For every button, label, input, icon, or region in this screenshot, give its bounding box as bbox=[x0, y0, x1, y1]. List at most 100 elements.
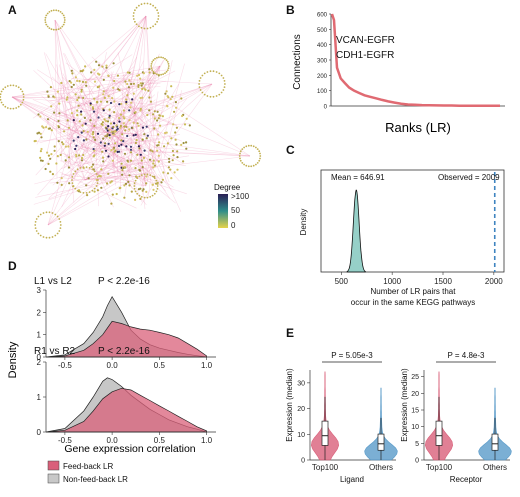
network-node bbox=[113, 111, 115, 113]
c-mean-label: Mean = 646.91 bbox=[331, 173, 385, 182]
e-right-ytick-label: 15 bbox=[411, 408, 419, 415]
network-node bbox=[184, 123, 186, 125]
b-ytick-label: 500 bbox=[317, 28, 328, 34]
network-node bbox=[149, 174, 151, 176]
network-node bbox=[36, 230, 38, 232]
d-xlabel: Gene expression correlation bbox=[64, 443, 195, 455]
network-node bbox=[218, 73, 220, 75]
network-node bbox=[143, 133, 145, 135]
network-node bbox=[76, 99, 78, 101]
network-node bbox=[259, 155, 261, 157]
network-node bbox=[54, 235, 56, 237]
network-node bbox=[81, 89, 83, 91]
network-node bbox=[147, 197, 149, 199]
b-ytick-label: 600 bbox=[317, 13, 328, 19]
network-node bbox=[92, 190, 94, 192]
network-node bbox=[53, 112, 55, 114]
network-node bbox=[118, 145, 120, 147]
network-node bbox=[83, 139, 85, 141]
network-node bbox=[137, 86, 139, 88]
network-node bbox=[134, 199, 136, 201]
c-ylabel: Density bbox=[299, 209, 308, 236]
network-node bbox=[15, 107, 17, 109]
network-node bbox=[104, 145, 106, 147]
network-node bbox=[158, 160, 160, 162]
network-node bbox=[170, 98, 172, 100]
network-node bbox=[0, 93, 2, 95]
network-node bbox=[82, 154, 84, 156]
network-node bbox=[71, 72, 73, 74]
network-node bbox=[93, 69, 95, 71]
network-node bbox=[60, 227, 62, 229]
network-node bbox=[162, 115, 164, 117]
network-node bbox=[109, 115, 111, 117]
network-node bbox=[97, 179, 99, 181]
network-node bbox=[109, 181, 111, 183]
network-node bbox=[46, 91, 48, 93]
network-node bbox=[18, 106, 20, 108]
network-node bbox=[136, 154, 138, 156]
d-top-ytick-label: 3 bbox=[37, 286, 42, 295]
network-node bbox=[114, 131, 116, 133]
network-node bbox=[113, 100, 115, 102]
network-node bbox=[77, 190, 79, 192]
network-node bbox=[116, 193, 118, 195]
network-node bbox=[138, 188, 140, 190]
network-node bbox=[48, 96, 50, 98]
network-node bbox=[39, 115, 41, 117]
network-node bbox=[46, 237, 48, 239]
network-node bbox=[204, 73, 206, 75]
network-node bbox=[257, 162, 259, 164]
network-node bbox=[89, 167, 91, 169]
network-node bbox=[189, 124, 191, 126]
network-node bbox=[36, 132, 38, 134]
network-node bbox=[182, 160, 184, 162]
network-node bbox=[54, 145, 56, 147]
network-node bbox=[4, 106, 6, 108]
b-ytick-label: 300 bbox=[317, 59, 328, 65]
network-node bbox=[42, 160, 44, 162]
network-node bbox=[224, 80, 226, 82]
network-node bbox=[112, 126, 114, 128]
network-node bbox=[157, 12, 159, 14]
network-node bbox=[40, 235, 42, 237]
network-node bbox=[172, 150, 174, 152]
network-node bbox=[167, 69, 169, 71]
network-node bbox=[97, 189, 99, 191]
network-node bbox=[74, 188, 76, 190]
network-node bbox=[158, 56, 160, 58]
network-node bbox=[145, 191, 147, 193]
network-node bbox=[96, 173, 98, 175]
network-node bbox=[110, 122, 112, 124]
network-node bbox=[130, 149, 132, 151]
network-node bbox=[258, 160, 260, 162]
network-node bbox=[134, 111, 136, 113]
network-node bbox=[144, 197, 146, 199]
d-top-xtick-label: 1.0 bbox=[201, 361, 213, 370]
network-node bbox=[141, 174, 143, 176]
network-node bbox=[170, 137, 172, 139]
network-node bbox=[127, 71, 129, 73]
network-node bbox=[210, 70, 212, 72]
d-top-xtick-label: -0.5 bbox=[58, 361, 72, 370]
network-node bbox=[128, 174, 130, 176]
e-right-ytick-label: 20 bbox=[411, 391, 419, 398]
network-node bbox=[130, 151, 132, 153]
c-xlabel-1: Number of LR pairs that bbox=[371, 287, 457, 296]
network-node bbox=[108, 129, 110, 131]
network-edge bbox=[126, 105, 250, 156]
network-node bbox=[156, 191, 158, 193]
network-node bbox=[112, 194, 114, 196]
network-node bbox=[243, 147, 245, 149]
e-right-group-top100: Top100 bbox=[426, 463, 453, 472]
network-node bbox=[71, 86, 73, 88]
network-node bbox=[134, 182, 136, 184]
e-left-xlabel: Ligand bbox=[340, 475, 364, 484]
network-node bbox=[97, 182, 99, 184]
network-node bbox=[138, 25, 140, 27]
network-node bbox=[80, 70, 82, 72]
network-node bbox=[61, 141, 63, 143]
network-node bbox=[157, 182, 159, 184]
network-node bbox=[160, 181, 162, 183]
